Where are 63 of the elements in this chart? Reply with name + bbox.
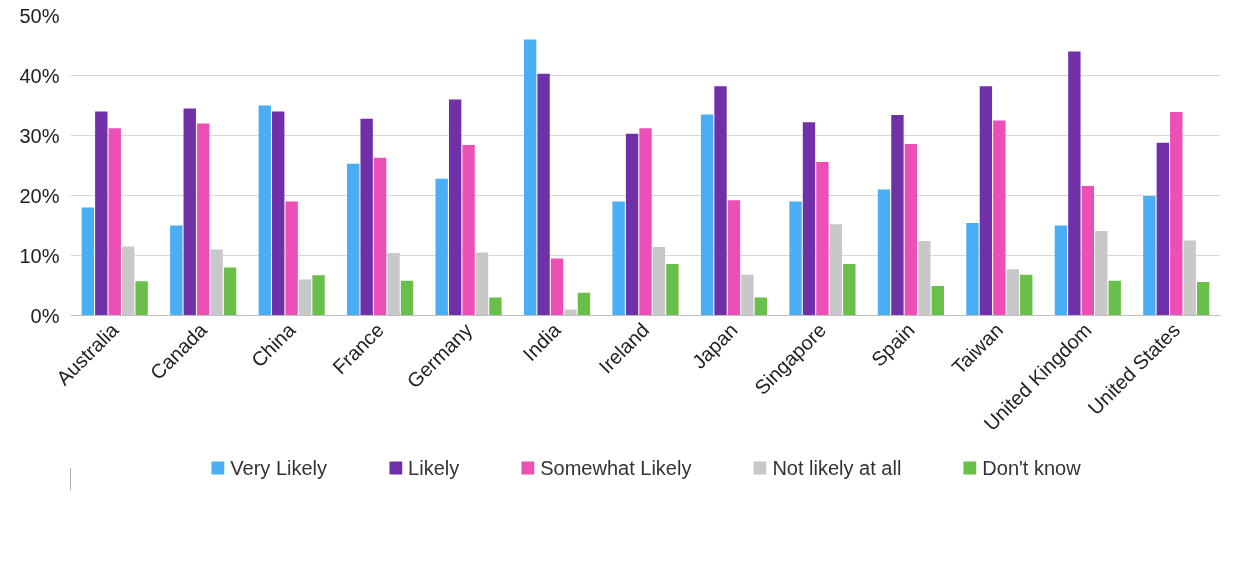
bar (489, 297, 502, 316)
bar (727, 200, 741, 316)
bar (802, 122, 816, 316)
bar (877, 189, 891, 316)
bar (170, 225, 183, 316)
bar (1054, 225, 1068, 316)
bar (135, 281, 148, 316)
bar (448, 99, 462, 316)
bar (360, 118, 373, 316)
bar (81, 207, 95, 316)
bar (789, 201, 802, 316)
bar (258, 105, 271, 316)
bar (700, 114, 714, 316)
legend-label: Don't know (982, 456, 1081, 479)
bar (373, 157, 387, 316)
legend-label: Not likely at all (772, 456, 902, 479)
bar (537, 73, 550, 316)
y-tick-label: 10% (19, 244, 60, 267)
y-tick-label: 30% (19, 124, 60, 147)
bar (816, 161, 829, 316)
bar (95, 111, 108, 316)
bar (1068, 51, 1081, 316)
bar (462, 145, 475, 316)
bar (197, 123, 210, 316)
y-tick-label: 40% (19, 64, 60, 87)
bar (347, 163, 360, 316)
bar (523, 39, 537, 316)
bar (612, 201, 625, 316)
bar (979, 86, 993, 316)
bar (891, 115, 904, 316)
y-tick-label: 0% (30, 304, 60, 327)
bar (1143, 196, 1156, 316)
bar (931, 286, 944, 316)
y-tick-label: 50% (19, 4, 60, 27)
bar (714, 86, 727, 316)
bar (183, 108, 196, 316)
bar (435, 178, 448, 316)
bar (904, 143, 918, 316)
bar (966, 223, 979, 316)
bar (666, 263, 679, 316)
bar (108, 128, 121, 316)
bar (312, 275, 325, 316)
bar (843, 263, 856, 316)
legend-label: Likely (408, 456, 460, 479)
bar (754, 297, 768, 316)
bar (1196, 281, 1210, 316)
bar (285, 201, 298, 316)
legend-label: Very Likely (230, 456, 328, 479)
bar (639, 128, 652, 316)
bar (1108, 280, 1121, 316)
legend-label: Somewhat Likely (540, 456, 692, 479)
bar (1020, 274, 1033, 316)
y-tick-label: 20% (19, 184, 60, 207)
bar (1156, 142, 1170, 316)
bar (1081, 185, 1094, 316)
bar (272, 111, 285, 316)
bar (625, 133, 639, 316)
bar (223, 267, 237, 316)
bar (400, 280, 414, 316)
bar (577, 292, 591, 316)
bar (993, 120, 1006, 316)
bar (1170, 112, 1183, 316)
bar (550, 258, 564, 316)
